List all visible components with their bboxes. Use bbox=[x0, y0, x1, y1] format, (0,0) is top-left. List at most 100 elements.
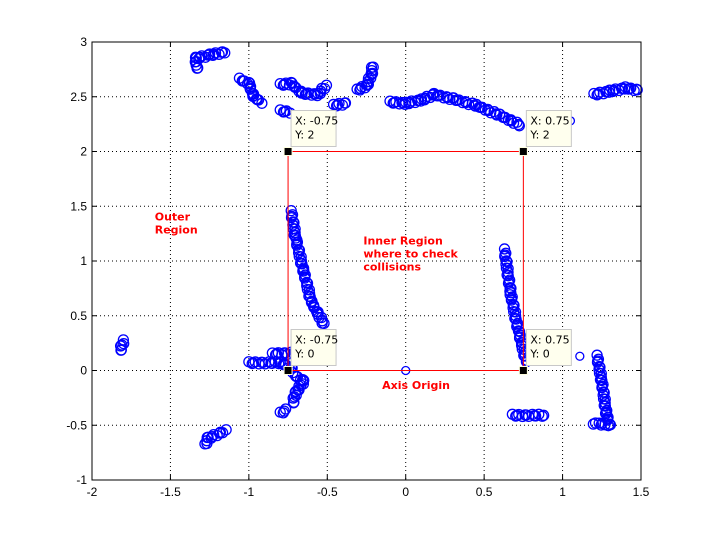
data-point bbox=[488, 106, 500, 118]
data-point bbox=[320, 79, 333, 91]
datatip-marker bbox=[283, 147, 293, 156]
data-point bbox=[595, 367, 607, 380]
data-point bbox=[213, 48, 225, 60]
data-point bbox=[118, 337, 130, 350]
data-point bbox=[331, 99, 344, 111]
data-point bbox=[476, 101, 488, 113]
datatip-marker bbox=[283, 366, 293, 375]
data-point bbox=[502, 262, 514, 275]
datatip-x: X: 0.75 bbox=[530, 334, 569, 347]
x-tick-label: -1.5 bbox=[160, 485, 181, 499]
x-tick-label: -2 bbox=[87, 485, 98, 499]
datatip-box bbox=[525, 110, 572, 147]
data-point bbox=[505, 115, 518, 127]
annotation-text: Axis Origin bbox=[382, 379, 450, 392]
data-point bbox=[256, 97, 268, 109]
data-point bbox=[116, 339, 128, 351]
data-point bbox=[595, 419, 607, 431]
data-point bbox=[277, 79, 290, 91]
data-point bbox=[575, 351, 585, 361]
y-tick-label: 3 bbox=[80, 35, 87, 49]
data-point bbox=[592, 88, 604, 100]
datatip-y: Y: 2 bbox=[529, 129, 549, 142]
datatip-marker bbox=[518, 147, 528, 156]
annotation-text: Outer bbox=[155, 210, 191, 223]
data-point bbox=[287, 397, 300, 409]
y-tick-label: -1 bbox=[76, 473, 87, 487]
annotation-text: where to check bbox=[363, 248, 458, 261]
data-point bbox=[287, 392, 299, 404]
data-point bbox=[115, 344, 127, 356]
data-point bbox=[219, 47, 231, 59]
data-point bbox=[498, 243, 511, 255]
y-tick-label: 0 bbox=[80, 364, 87, 378]
data-point bbox=[367, 61, 379, 73]
x-tick-label: 0.5 bbox=[476, 485, 493, 499]
data-point bbox=[220, 424, 232, 436]
scatter-series bbox=[114, 46, 643, 450]
inner-region-box bbox=[287, 151, 524, 371]
y-tick-label: 2 bbox=[80, 145, 87, 159]
data-point bbox=[303, 284, 316, 296]
data-point bbox=[587, 418, 600, 430]
data-point bbox=[295, 251, 307, 263]
data-point bbox=[499, 111, 511, 124]
data-point bbox=[300, 276, 313, 289]
data-point bbox=[288, 391, 301, 403]
datatip-y: Y: 2 bbox=[294, 129, 314, 142]
data-point bbox=[205, 432, 217, 444]
data-point bbox=[537, 409, 550, 421]
datatip-box bbox=[525, 329, 572, 366]
y-tick-label: 1.5 bbox=[70, 199, 87, 213]
x-tick-label: 1.5 bbox=[633, 485, 650, 499]
x-tick-label: -1 bbox=[244, 485, 255, 499]
y-tick-label: -0.5 bbox=[66, 418, 87, 432]
annotation-text: collisions bbox=[363, 261, 421, 274]
data-point bbox=[278, 405, 290, 417]
datatip-y: Y: 0 bbox=[529, 348, 549, 361]
data-point bbox=[290, 385, 302, 397]
x-tick-label: -0.5 bbox=[317, 485, 338, 499]
annotation-text: Region bbox=[155, 223, 198, 236]
y-tick-label: 1 bbox=[80, 254, 87, 268]
data-point bbox=[339, 97, 352, 109]
datatip-x: X: -0.75 bbox=[295, 334, 338, 347]
data-point bbox=[289, 223, 301, 235]
data-point bbox=[336, 99, 349, 111]
datatip-marker bbox=[518, 366, 528, 375]
data-point bbox=[238, 75, 250, 87]
data-point bbox=[283, 79, 296, 91]
datatip-box bbox=[290, 329, 337, 366]
data-point bbox=[599, 393, 611, 405]
data-point bbox=[631, 84, 643, 96]
datatip-x: X: -0.75 bbox=[295, 115, 338, 128]
data-point bbox=[290, 389, 302, 401]
data-point bbox=[292, 243, 305, 256]
annotation-text: Inner Region bbox=[363, 235, 442, 248]
data-point bbox=[216, 427, 229, 439]
data-point bbox=[536, 410, 548, 422]
data-point bbox=[513, 120, 525, 132]
data-point bbox=[509, 306, 522, 318]
x-tick-label: 0 bbox=[402, 485, 409, 499]
data-point bbox=[418, 94, 431, 106]
data-point bbox=[271, 348, 283, 360]
data-point bbox=[208, 48, 220, 60]
data-point bbox=[608, 84, 620, 97]
data-point bbox=[279, 403, 292, 415]
axes-box bbox=[91, 41, 642, 481]
data-point bbox=[292, 384, 304, 396]
datatip-y: Y: 0 bbox=[294, 348, 314, 361]
data-point bbox=[114, 340, 127, 352]
y-tick-label: 2.5 bbox=[70, 90, 87, 104]
data-point bbox=[318, 317, 330, 330]
datatip-x: X: 0.75 bbox=[530, 115, 569, 128]
y-tick-label: 0.5 bbox=[70, 309, 87, 323]
data-point bbox=[211, 429, 223, 442]
data-point bbox=[252, 94, 265, 106]
data-point bbox=[404, 96, 416, 109]
datatip-box bbox=[290, 110, 337, 147]
data-point bbox=[507, 298, 519, 311]
data-point bbox=[625, 82, 637, 94]
